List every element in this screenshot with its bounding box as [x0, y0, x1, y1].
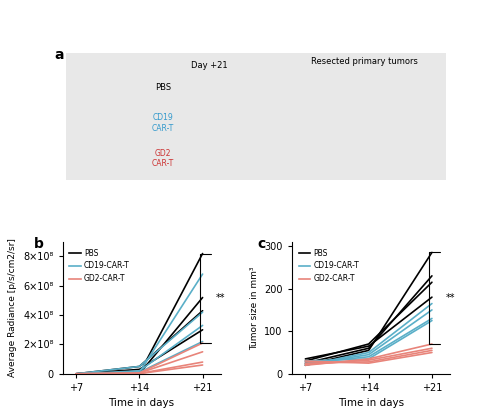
- Y-axis label: Tumor size in mm³: Tumor size in mm³: [250, 266, 259, 349]
- Text: b: b: [34, 236, 44, 250]
- X-axis label: Time in days: Time in days: [338, 399, 404, 408]
- Text: PBS: PBS: [155, 83, 172, 92]
- X-axis label: Time in days: Time in days: [108, 399, 174, 408]
- Legend: PBS, CD19-CAR-T, GD2-CAR-T: PBS, CD19-CAR-T, GD2-CAR-T: [296, 246, 362, 286]
- Text: GD2
CAR-T: GD2 CAR-T: [152, 149, 174, 168]
- Text: CD19
CAR-T: CD19 CAR-T: [152, 113, 174, 133]
- Text: **: **: [216, 293, 226, 303]
- Text: c: c: [257, 236, 266, 250]
- FancyBboxPatch shape: [66, 53, 446, 180]
- Text: Resected primary tumors: Resected primary tumors: [312, 57, 418, 66]
- Y-axis label: Average Radiance [p/s/cm2/sr]: Average Radiance [p/s/cm2/sr]: [8, 239, 18, 377]
- Text: a: a: [55, 48, 64, 62]
- Text: **: **: [446, 293, 455, 303]
- Legend: PBS, CD19-CAR-T, GD2-CAR-T: PBS, CD19-CAR-T, GD2-CAR-T: [66, 246, 132, 286]
- Text: Day +21: Day +21: [192, 61, 228, 70]
